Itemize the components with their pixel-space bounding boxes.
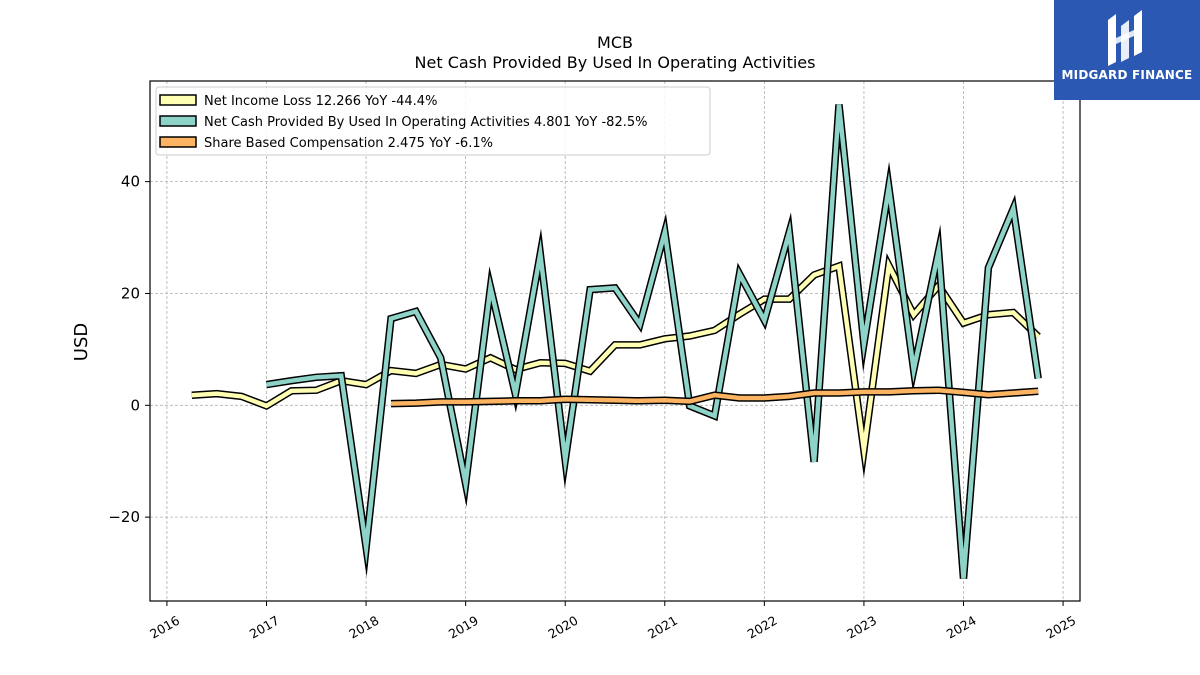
y-axis-label: USD — [71, 323, 92, 361]
series-stroke — [191, 258, 1040, 467]
series-line-1 — [191, 253, 1041, 478]
series-line-2 — [265, 104, 1042, 579]
series-stroke — [266, 104, 1041, 579]
y-tick-label: 20 — [121, 284, 140, 302]
plot-frame — [149, 80, 1081, 602]
x-tick-label: 2016 — [147, 613, 182, 642]
series-layer — [191, 104, 1042, 579]
chart-title: MCB — [597, 33, 633, 52]
series-line-3 — [390, 386, 1039, 408]
x-tick-label: 2024 — [944, 613, 979, 642]
brand-logo: MIDGARD FINANCE — [1054, 0, 1200, 100]
legend-entry: Net Income Loss 12.266 YoY -44.4% — [204, 94, 437, 109]
y-tick-label: −20 — [108, 508, 140, 526]
legend-swatch — [159, 115, 197, 127]
legend: Net Income Loss 12.266 YoY -44.4% Net Cas… — [155, 86, 711, 156]
legend-entry: Net Cash Provided By Used In Operating A… — [204, 115, 647, 130]
legend-swatch — [159, 94, 197, 106]
chart-subtitle: Net Cash Provided By Used In Operating A… — [415, 53, 816, 72]
axes: 2016 2017 2018 2019 2020 2021 2022 2023 2024 2025… — [108, 173, 1078, 642]
x-tick-label: 2022 — [745, 613, 780, 642]
x-tick-label: 2017 — [247, 613, 282, 642]
series-stroke — [390, 387, 1039, 406]
x-tick-label: 2023 — [844, 613, 879, 642]
x-tick-label: 2025 — [1043, 613, 1078, 642]
grid — [150, 81, 1080, 601]
brand-name: MIDGARD FINANCE — [1061, 68, 1193, 82]
legend-entry: Share Based Compensation 2.475 YoY -6.1% — [204, 136, 493, 151]
midgard-logo-icon — [1108, 10, 1142, 66]
x-tick-label: 2021 — [645, 613, 680, 642]
x-tick-label: 2019 — [446, 613, 481, 642]
legend-swatch — [159, 136, 197, 148]
y-tick-label: 0 — [130, 396, 140, 414]
legend-box — [155, 86, 711, 156]
y-tick-label: 40 — [121, 173, 140, 191]
x-tick-label: 2020 — [545, 613, 580, 642]
x-tick-label: 2018 — [346, 613, 381, 642]
